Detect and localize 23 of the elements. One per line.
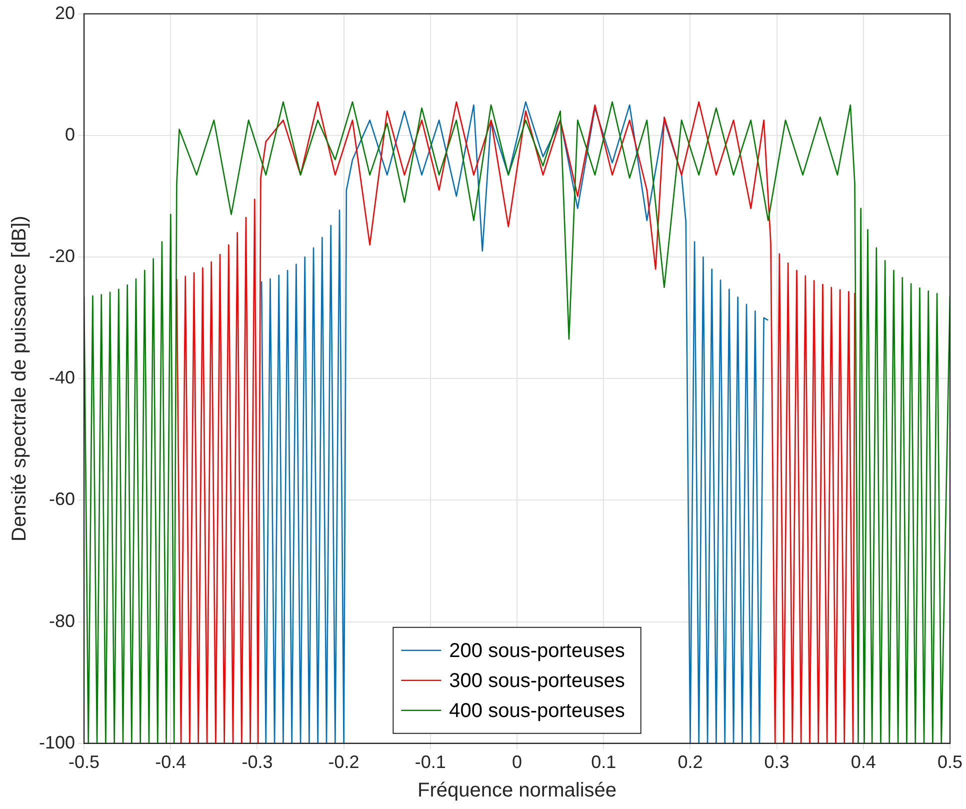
x-tick-label: -0.5 [68,752,100,772]
y-tick-label: -40 [49,368,76,388]
y-tick-label: 20 [54,2,76,23]
y-tick-label: 0 [65,124,76,144]
y-tick-label: -60 [49,489,76,510]
y-tick-label: -80 [49,610,76,631]
legend-label: 300 sous-porteuses [449,670,625,692]
legend-label: 400 sous-porteuses [449,700,625,722]
x-tick-label: -0.4 [155,752,186,772]
y-tick-label: -20 [49,246,76,266]
x-tick-label: -0.3 [242,752,273,772]
x-tick-label: -0.1 [414,752,446,772]
y-tick-label: -100 [38,732,76,752]
x-tick-label: 0.2 [678,752,703,772]
x-tick-label: 0.5 [937,752,963,772]
legend-label: 200 sous-porteuses [449,640,625,662]
x-tick-label: 0 [512,752,522,772]
x-tick-label: -0.2 [328,752,360,772]
x-tick-label: 0.3 [764,752,790,772]
y-axis-title: Densité spectrale de puissance [dB]) [8,216,31,542]
x-axis-title: Fréquence normalisée [418,780,617,802]
x-tick-label: 0.1 [591,752,616,772]
x-tick-label: 0.4 [850,752,876,772]
